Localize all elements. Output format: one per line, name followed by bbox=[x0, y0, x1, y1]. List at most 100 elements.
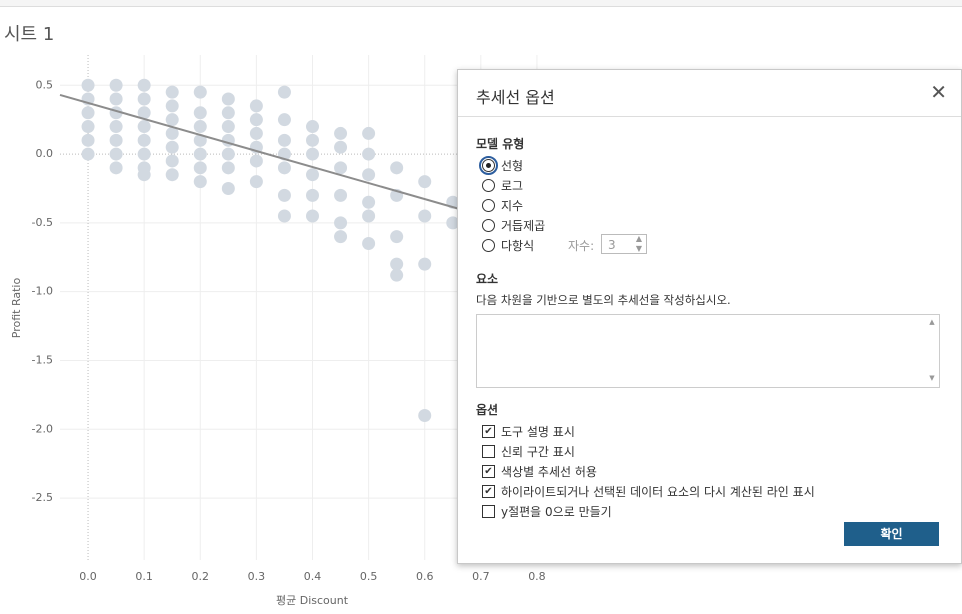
radio-label: 선형 bbox=[501, 158, 524, 173]
data-point bbox=[137, 147, 151, 161]
data-point bbox=[81, 106, 95, 120]
radio-label: 지수 bbox=[501, 198, 524, 213]
degree-value: 3 bbox=[608, 238, 616, 252]
data-point bbox=[193, 85, 207, 99]
data-point bbox=[334, 126, 348, 140]
radio-option[interactable]: 다항식 bbox=[482, 236, 534, 254]
data-point bbox=[109, 92, 123, 106]
data-point bbox=[165, 99, 179, 113]
data-point bbox=[81, 133, 95, 147]
data-point bbox=[249, 99, 263, 113]
data-point bbox=[137, 106, 151, 120]
checkbox-option[interactable]: ✔ 도구 설명 표시 bbox=[482, 422, 575, 440]
data-point bbox=[390, 257, 404, 271]
data-point bbox=[306, 133, 319, 147]
data-point bbox=[390, 268, 404, 282]
data-point bbox=[334, 230, 348, 244]
checkbox-option[interactable]: ✔ 색상별 추세선 허용 bbox=[482, 462, 597, 480]
y-tick-label: 0.0 bbox=[36, 147, 54, 160]
data-point bbox=[221, 120, 235, 134]
data-point bbox=[334, 140, 348, 154]
data-point bbox=[277, 133, 291, 147]
data-point bbox=[446, 216, 460, 230]
data-point bbox=[418, 175, 432, 189]
checkbox-option[interactable]: 신뢰 구간 표시 bbox=[482, 442, 575, 460]
x-tick-label: 0.6 bbox=[416, 570, 434, 583]
data-point bbox=[390, 230, 404, 244]
data-point bbox=[193, 120, 207, 134]
data-point bbox=[306, 147, 319, 161]
data-point bbox=[362, 126, 376, 140]
data-point bbox=[390, 161, 404, 175]
degree-spinner[interactable]: 3 ▲ ▼ bbox=[601, 234, 647, 254]
x-tick-label: 0.4 bbox=[304, 570, 322, 583]
ok-button[interactable]: 확인 bbox=[844, 522, 939, 546]
radio-option[interactable]: 선형 bbox=[479, 155, 524, 175]
x-tick-label: 0.3 bbox=[248, 570, 266, 583]
data-point bbox=[221, 161, 235, 175]
data-point bbox=[109, 133, 123, 147]
section-label: 옵션 bbox=[476, 403, 499, 417]
scrollbar: ▲ ▼ bbox=[929, 318, 935, 382]
x-axis-label: 평균 Discount bbox=[276, 594, 349, 607]
data-point bbox=[418, 209, 432, 223]
checkbox-option[interactable]: y절편을 0으로 만들기 bbox=[482, 502, 612, 520]
data-point bbox=[81, 147, 95, 161]
checkbox-label: 신뢰 구간 표시 bbox=[501, 444, 575, 459]
data-point bbox=[306, 188, 319, 202]
checkbox-option[interactable]: ✔ 하이라이트되거나 선택된 데이터 요소의 다시 계산된 라인 표시 bbox=[482, 482, 815, 500]
radio-button bbox=[482, 198, 495, 212]
factors-description: 다음 차원을 기반으로 별도의 추세선을 작성하십시오. bbox=[476, 293, 731, 307]
data-point bbox=[193, 161, 207, 175]
data-point bbox=[334, 188, 348, 202]
data-point bbox=[165, 85, 179, 99]
radio-option[interactable]: 지수 bbox=[482, 196, 523, 214]
data-point bbox=[249, 154, 263, 168]
data-point bbox=[306, 120, 319, 134]
checkbox bbox=[482, 504, 495, 518]
data-point bbox=[137, 133, 151, 147]
data-point bbox=[81, 120, 95, 134]
radio-label: 거듭제곱 bbox=[501, 218, 546, 233]
data-point bbox=[81, 78, 95, 92]
data-point bbox=[165, 154, 179, 168]
checkbox-label: 하이라이트되거나 선택된 데이터 요소의 다시 계산된 라인 표시 bbox=[501, 484, 815, 499]
radio-button bbox=[482, 238, 495, 252]
y-tick-label: -2.0 bbox=[32, 422, 53, 435]
data-point bbox=[306, 209, 319, 223]
data-point bbox=[221, 106, 235, 120]
data-point bbox=[306, 168, 319, 182]
close-button[interactable]: ✕ bbox=[930, 80, 947, 104]
data-point bbox=[109, 161, 123, 175]
data-point bbox=[137, 168, 151, 182]
y-tick-label: -2.5 bbox=[32, 491, 53, 504]
data-point bbox=[165, 113, 179, 127]
data-point bbox=[109, 120, 123, 134]
factors-list[interactable]: ▲ ▼ bbox=[476, 314, 940, 388]
data-point bbox=[334, 161, 348, 175]
data-point bbox=[193, 133, 207, 147]
data-point bbox=[221, 92, 235, 106]
sheet-title: 시트 1 bbox=[4, 24, 55, 45]
section-label: 모델 유형 bbox=[476, 137, 525, 151]
section-label: 요소 bbox=[476, 272, 499, 286]
dialog-header: 추세선 옵션 ✕ bbox=[458, 70, 961, 117]
data-point bbox=[418, 409, 432, 423]
degree-label: 자수: bbox=[568, 239, 595, 253]
x-tick-label: 0.7 bbox=[472, 570, 490, 583]
radio-option[interactable]: 로그 bbox=[482, 176, 523, 194]
data-point bbox=[277, 188, 291, 202]
trend-line-dialog: 추세선 옵션 ✕ 모델 유형 선형 로그 지수 거듭제곱 다항식 자수: 3 ▲ ▼ 요소 다… bbox=[457, 69, 962, 564]
radio-option[interactable]: 거듭제곱 bbox=[482, 216, 545, 234]
radio-label: 로그 bbox=[501, 178, 524, 193]
toolbar bbox=[0, 0, 962, 7]
data-point bbox=[193, 106, 207, 120]
x-tick-label: 0.1 bbox=[135, 570, 153, 583]
x-tick-label: 0.5 bbox=[360, 570, 378, 583]
data-point bbox=[418, 257, 432, 271]
data-point bbox=[362, 147, 376, 161]
y-axis-label: Profit Ratio bbox=[10, 278, 23, 339]
data-point bbox=[193, 147, 207, 161]
